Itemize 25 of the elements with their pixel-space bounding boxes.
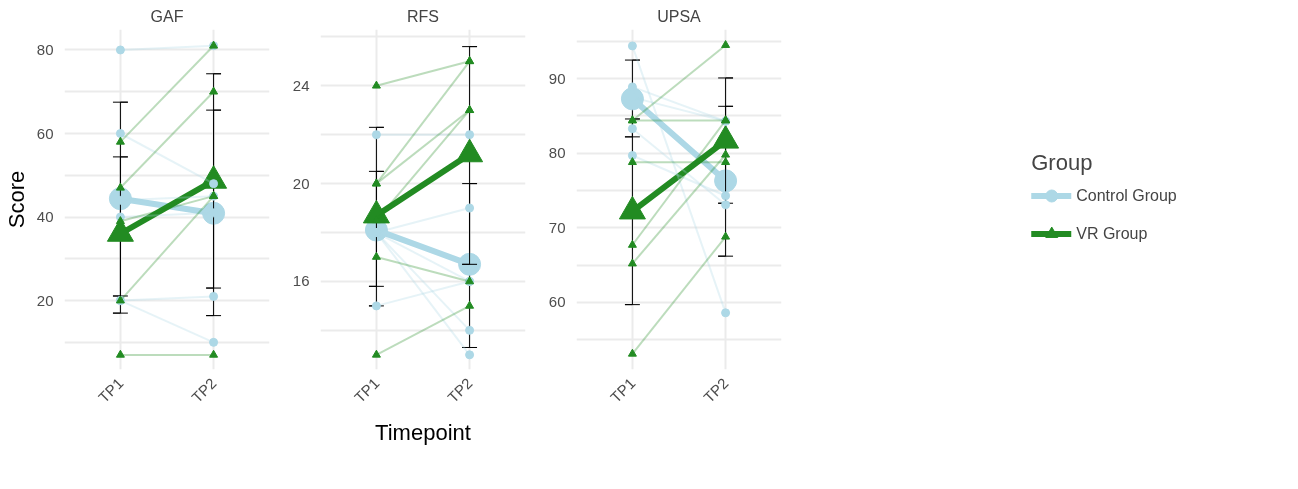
y-tick-label: 24	[292, 76, 310, 94]
chart-title: GAF	[150, 7, 184, 25]
y-tick-label: 16	[292, 272, 310, 290]
x-axis-title: Timepoint	[375, 419, 471, 445]
y-tick-label: 40	[36, 208, 54, 226]
y-tick-label: 80	[36, 40, 54, 58]
y-tick-label: 20	[36, 291, 54, 309]
y-tick-label: 20	[292, 174, 310, 192]
chart-title: UPSA	[657, 7, 702, 25]
legend-label: VR Group	[1076, 224, 1148, 243]
x-tick-label: TP1	[94, 374, 127, 406]
x-tick-label: TP1	[350, 374, 383, 406]
y-tick-label: 90	[548, 69, 566, 87]
legend-title: Group	[1031, 149, 1094, 176]
y-axis-title: Score	[3, 170, 29, 229]
chart-title: RFS	[407, 7, 439, 25]
x-tick-label: TP2	[188, 374, 220, 406]
legend-label: Control Group	[1076, 186, 1177, 205]
y-tick-label: 70	[548, 218, 566, 236]
y-tick-label: 60	[36, 124, 54, 142]
x-tick-label: TP2	[700, 374, 732, 406]
x-tick-label: TP1	[606, 374, 639, 406]
y-tick-label: 60	[548, 293, 566, 311]
x-tick-label: TP2	[444, 374, 476, 406]
y-tick-label: 80	[548, 144, 566, 162]
